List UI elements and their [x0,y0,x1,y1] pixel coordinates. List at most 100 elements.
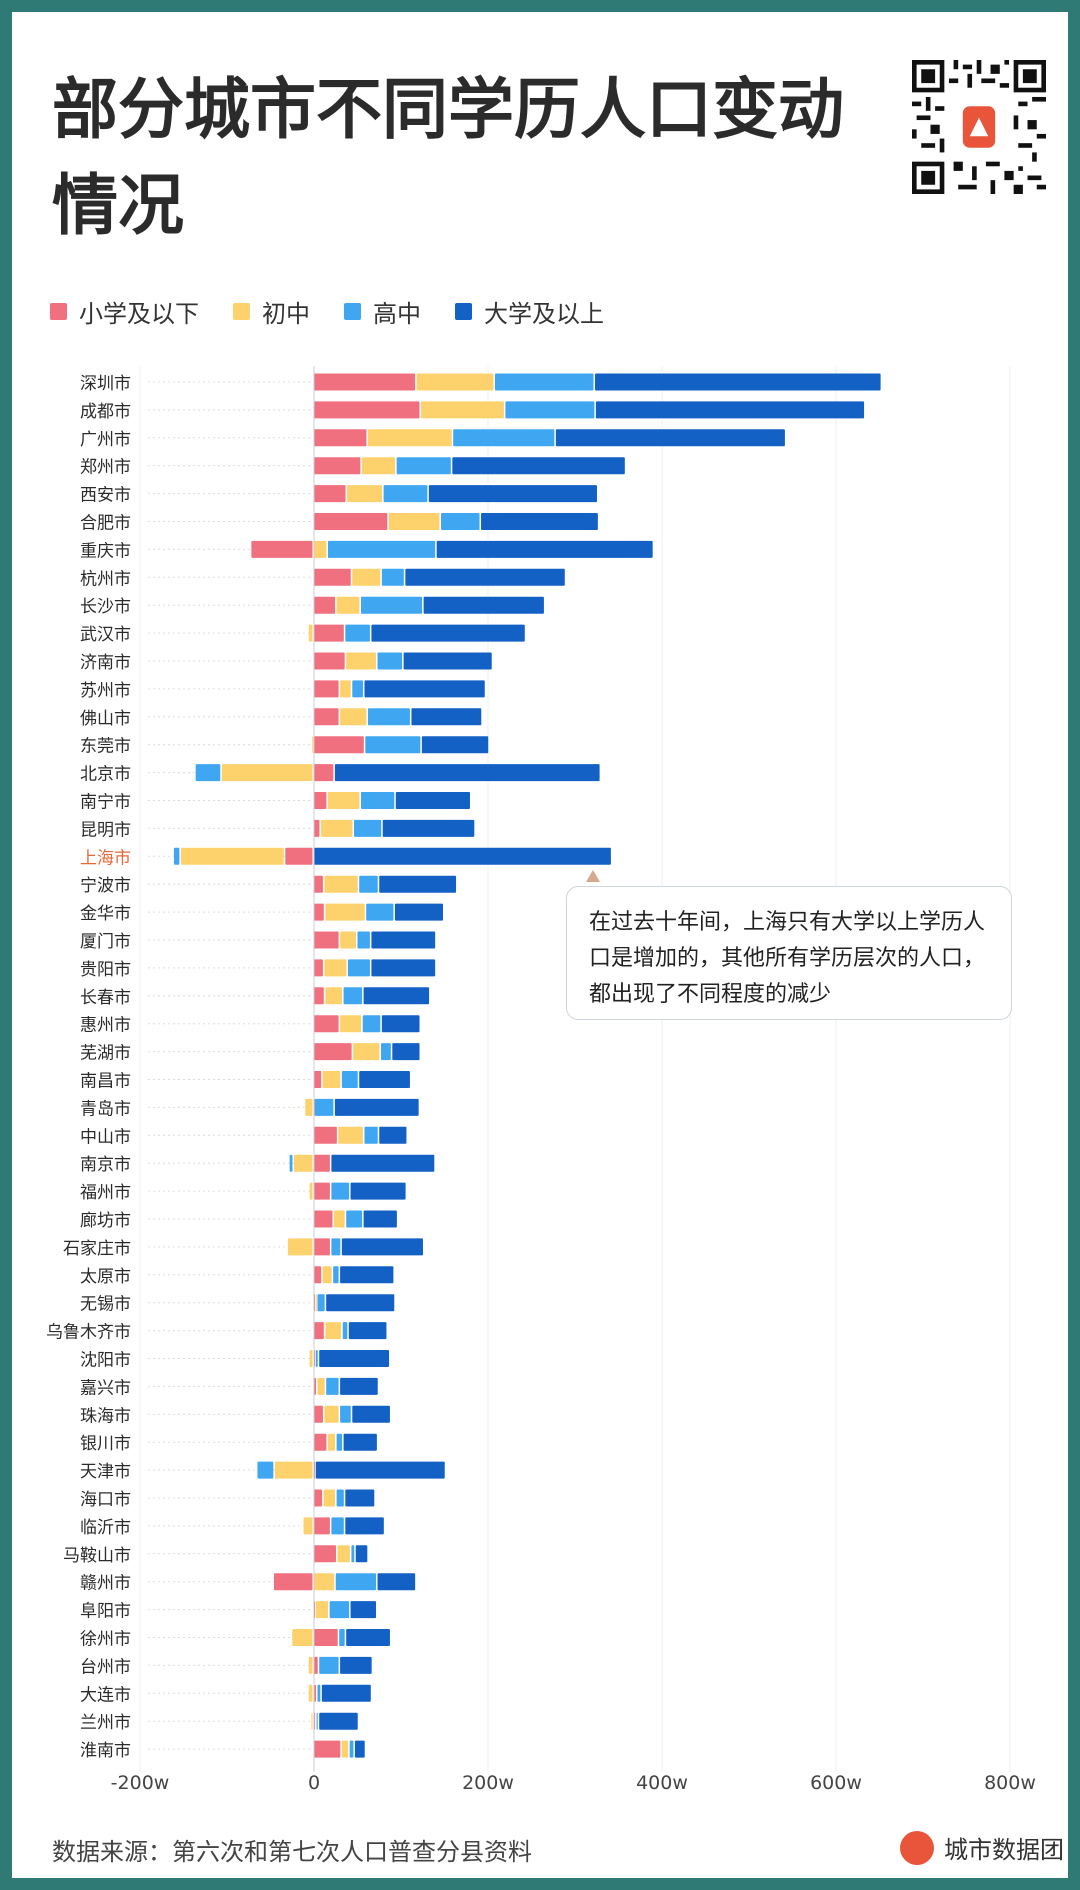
bar-high [319,1656,339,1674]
category-label: 上海市 [80,848,131,868]
bar-college [379,875,457,893]
bar-middle [327,792,360,809]
category-label: 长春市 [80,988,131,1008]
brand-logo-icon [900,1830,934,1865]
bar-middle [340,708,367,726]
bar-high [317,1684,321,1702]
bar-primary [314,1545,336,1563]
bar-primary [314,429,367,447]
bar-middle [320,819,353,837]
bar-high [505,401,595,419]
bar-primary [314,1126,337,1144]
legend-item-college: 大学及以上 [455,294,604,329]
bar-college [355,1545,368,1563]
x-tick-label: 600w [810,1772,862,1794]
bar-middle [346,652,377,670]
bar-middle [308,624,313,642]
category-label: 珠海市 [80,1406,131,1426]
bar-middle [324,1405,339,1423]
bar-high [342,1322,348,1340]
bar-primary [314,875,323,893]
bar-college [340,1656,372,1674]
category-label: 淮南市 [80,1741,131,1761]
bar-college [314,847,611,865]
x-tick-label: 800w [984,1772,1036,1794]
bar-primary [314,1015,339,1033]
legend-label-high: 高中 [373,300,421,328]
bar-middle [421,401,504,419]
bar-high [314,1098,334,1116]
bar-middle [324,875,358,893]
legend-swatch-primary [50,303,67,320]
bar-primary [314,736,364,754]
bar-high [329,1601,350,1619]
bar-high [354,819,382,837]
bar-primary [314,931,339,949]
qr-code [912,60,1046,194]
bar-middle [293,1154,313,1172]
bar-middle [314,540,327,558]
category-label: 深圳市 [80,374,131,394]
bar-middle [340,931,356,949]
bar-college [364,680,485,698]
bar-high [351,1545,355,1563]
category-label: 乌鲁木齐市 [46,1323,131,1343]
bar-high [365,736,421,754]
bar-college [359,1071,410,1088]
legend-item-middle: 初中 [233,294,310,329]
bar-college [321,1684,371,1702]
category-label: 大连市 [80,1685,131,1705]
category-label: 长沙市 [80,597,131,617]
bar-college [394,903,443,921]
bar-college [428,485,597,503]
bar-college [379,1126,407,1144]
bar-high [317,1294,325,1312]
bar-primary [314,1266,322,1284]
category-label: 石家庄市 [63,1239,131,1259]
bar-middle [314,1573,335,1591]
x-tick-label: -200w [111,1772,170,1794]
category-label: 阜阳市 [80,1602,131,1622]
bar-high [367,708,410,726]
bar-high [357,931,370,949]
bar-primary [314,1517,330,1535]
bar-college [350,1182,406,1200]
bar-college [481,513,598,530]
bar-middle [388,513,440,530]
bar-middle [337,1545,350,1563]
legend-swatch-middle [233,303,250,320]
bar-middle [340,680,351,698]
bar-middle [338,1126,363,1144]
bar-middle [416,373,494,391]
bar-primary [314,485,346,503]
bar-middle [347,485,383,503]
bar-college [334,1098,419,1116]
bar-high [494,373,594,391]
bar-middle [322,1266,332,1284]
category-label: 重庆市 [80,541,131,561]
bar-high [377,652,403,670]
bar-college [421,736,489,754]
category-label: 青岛市 [80,1099,131,1119]
bar-college [382,819,475,837]
bar-middle [317,1377,325,1395]
category-label: 贵阳市 [80,960,131,980]
bar-high [339,1629,345,1646]
category-label: 南京市 [80,1155,131,1175]
bar-high [343,987,363,1005]
callout-pointer [586,870,600,882]
bar-middle [367,429,452,447]
bar-middle [274,1461,313,1479]
bar-college [405,568,565,586]
bar-primary [273,1573,313,1591]
bar-middle [312,736,314,754]
bar-college [555,429,785,447]
bar-middle [336,596,360,614]
bar-primary [314,401,420,419]
x-tick-label: 400w [636,1772,688,1794]
bar-college [392,1043,420,1061]
bar-primary [314,1740,341,1758]
bar-primary [314,513,388,530]
bar-middle [325,1322,342,1340]
